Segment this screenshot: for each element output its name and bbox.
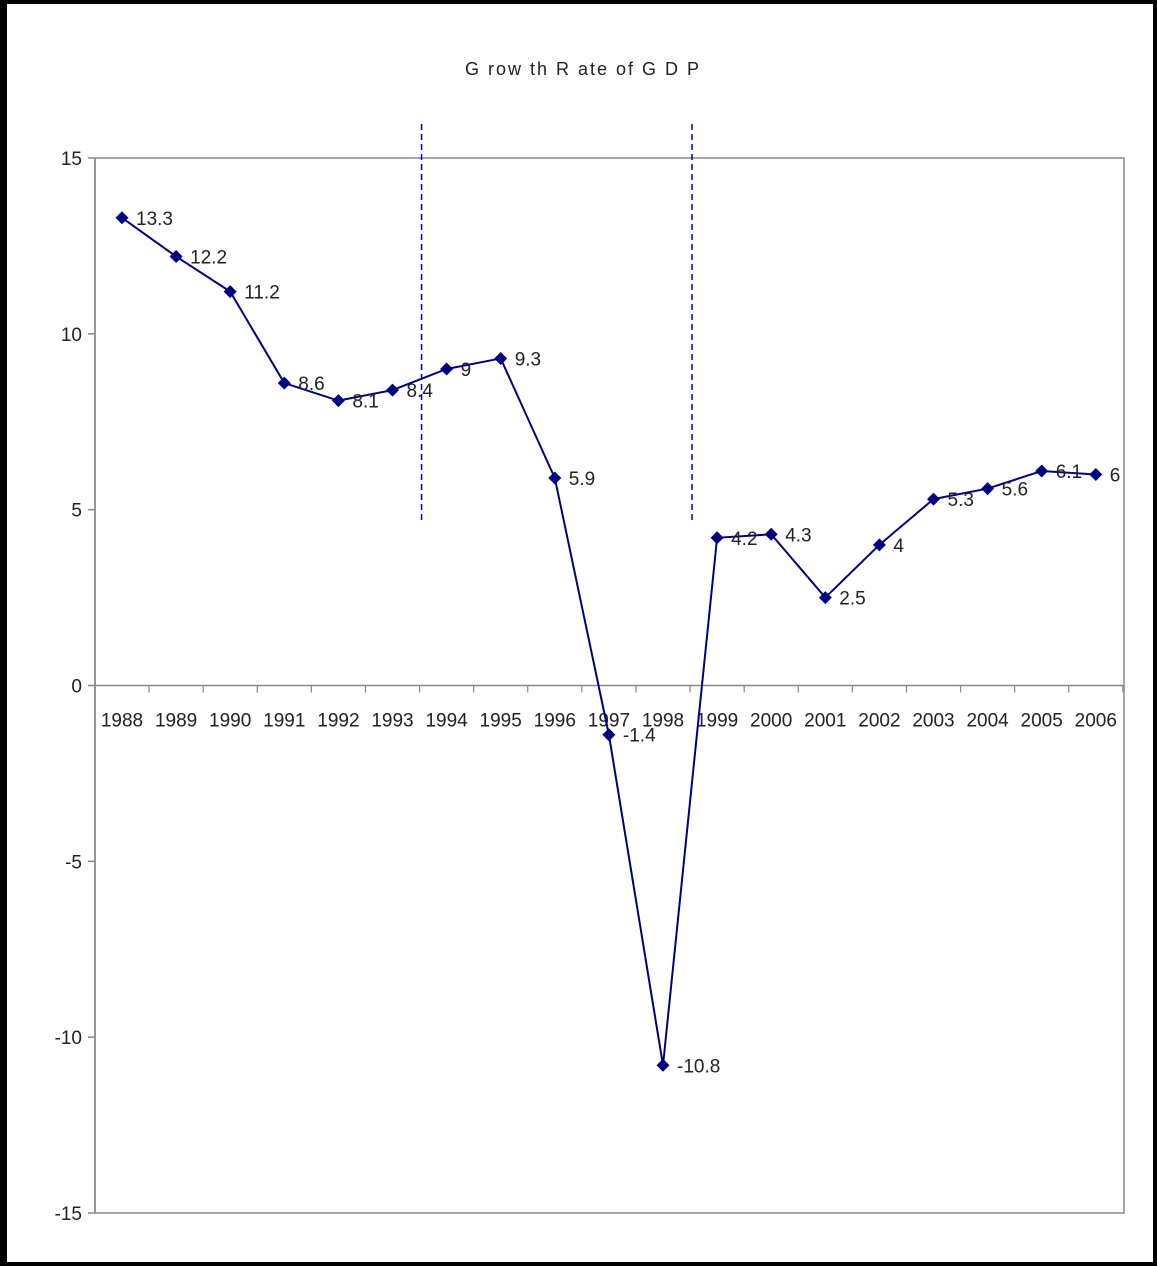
data-point-marker (656, 1058, 670, 1072)
data-label: 9 (461, 360, 472, 381)
data-point-marker (277, 376, 291, 390)
data-point-marker (548, 471, 562, 485)
x-tick-label: 2002 (858, 711, 900, 732)
data-point-marker (223, 285, 237, 299)
data-label: 4.3 (785, 525, 811, 546)
data-point-marker (927, 492, 940, 506)
x-tick-label: 1992 (317, 711, 359, 732)
data-point-marker (494, 351, 508, 365)
x-tick-label: 2005 (1021, 711, 1063, 732)
data-label: 8.1 (352, 392, 378, 413)
frame-border-left (0, 0, 7, 1266)
x-tick-label: 1994 (425, 711, 468, 732)
data-point-marker (710, 531, 724, 545)
data-point-marker (115, 211, 129, 225)
data-label: 6.1 (1056, 462, 1082, 483)
data-label: 5.3 (948, 490, 974, 511)
x-tick-label: 1998 (642, 711, 684, 732)
x-tick-label: 1989 (155, 711, 197, 732)
x-tick-label: 2004 (966, 711, 1009, 732)
chart-title: G row th R ate of G D P (465, 59, 701, 79)
data-label: 4 (893, 536, 904, 557)
frame-border-right (1153, 0, 1157, 1266)
plot-area: 15 10 5 0 -5 -10 -15 1988 1989 1990 1991 1992 1993 19… (55, 124, 1125, 1225)
x-tick-label: 1991 (263, 711, 305, 732)
data-point-marker (440, 362, 454, 376)
data-label: 2.5 (839, 589, 865, 610)
x-tick-label: 1990 (209, 711, 251, 732)
y-tick-label: 10 (61, 325, 82, 346)
data-label: 5.9 (569, 469, 595, 490)
x-tick-label: 2003 (912, 711, 954, 732)
data-point-marker (602, 728, 616, 742)
y-tick-label: -15 (55, 1204, 82, 1225)
x-tick-label: 1996 (534, 711, 576, 732)
x-tick-label: 1988 (101, 711, 143, 732)
data-label: 12.2 (190, 247, 227, 268)
x-tick-label: 1997 (588, 711, 630, 732)
data-label: 11.2 (244, 283, 280, 304)
data-label: 5.6 (1002, 480, 1028, 501)
data-point-marker (764, 527, 778, 541)
data-label: 8.6 (298, 374, 324, 395)
frame-border-bottom (0, 1262, 1157, 1266)
data-point-marker (169, 249, 183, 263)
x-tick-label: 1999 (696, 711, 738, 732)
data-point-marker (386, 383, 399, 397)
x-tick-label: 2001 (804, 711, 846, 732)
y-tick-label: 5 (71, 501, 82, 522)
y-tick-label: -10 (55, 1028, 82, 1049)
data-label: 13.3 (136, 209, 173, 230)
y-tick-label: -5 (65, 852, 82, 873)
y-tick-label: 0 (71, 677, 82, 698)
data-label: -10.8 (677, 1056, 720, 1077)
data-label: 8.4 (407, 381, 434, 402)
x-tick-label: 1993 (371, 711, 413, 732)
data-label: 9.3 (515, 349, 541, 370)
data-point-marker (981, 482, 995, 496)
x-tick-label: 2000 (750, 711, 792, 732)
data-point-marker (331, 394, 345, 408)
series-line (121, 216, 1096, 1066)
x-tick-label: 1995 (480, 711, 522, 732)
y-tick-label: 15 (61, 149, 82, 170)
data-label: 6 (1110, 466, 1121, 487)
x-tick-label: 2006 (1075, 711, 1117, 732)
data-point-marker (1035, 464, 1049, 478)
data-point-marker (1089, 468, 1103, 481)
frame-border-top (0, 0, 1157, 4)
data-point-marker (818, 591, 832, 605)
data-point-marker (872, 538, 886, 552)
data-label: 4.2 (731, 529, 757, 550)
data-label: -1.4 (623, 726, 656, 747)
